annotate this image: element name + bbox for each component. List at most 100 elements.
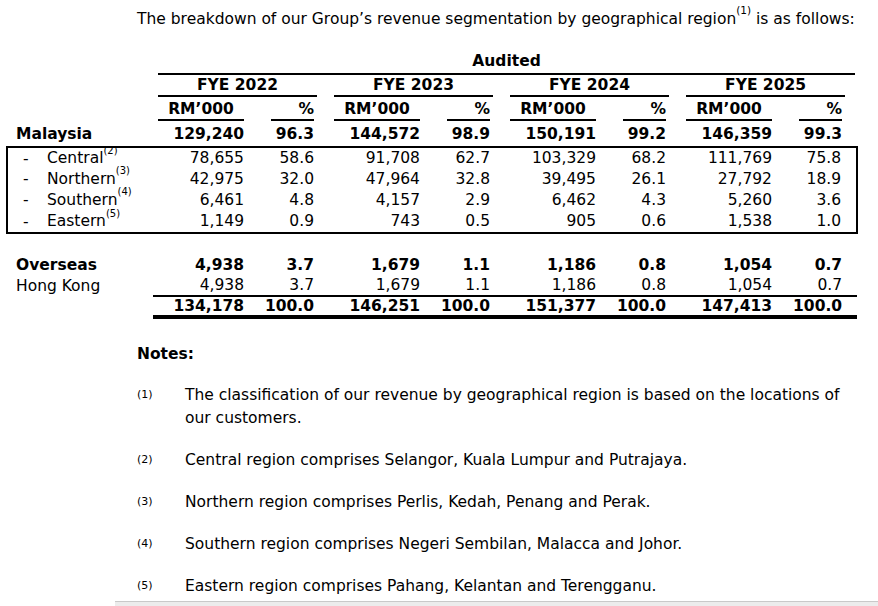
notes-list: (1) The classification of our revenue by… xyxy=(137,384,861,606)
note-item: (5) Eastern region comprises Pahang, Kel… xyxy=(137,575,861,598)
cell: 1,679 xyxy=(329,254,435,275)
cell: 100.0 xyxy=(787,296,857,317)
cell: 129,240 xyxy=(153,121,259,147)
cell: 151,377 xyxy=(505,296,611,317)
table-row-total: 134,178 100.0 146,251 100.0 151,377 100.… xyxy=(7,296,857,317)
note-item: (3) Northern region comprises Perlis, Ke… xyxy=(137,491,861,514)
cell: 58.6 xyxy=(259,147,329,168)
table-row-hong-kong: Hong Kong 4,938 3.7 1,679 1.1 1,186 0.8 … xyxy=(7,275,857,296)
table-row-southern: -Southern(4) 6,461 4.8 4,157 2.9 6,462 4… xyxy=(7,189,857,210)
footnote-ref: (5) xyxy=(106,208,120,219)
cell: 1,538 xyxy=(681,210,787,233)
cell: 103,329 xyxy=(505,147,611,168)
cell: 0.6 xyxy=(611,210,681,233)
cell: 26.1 xyxy=(611,168,681,189)
region-name: Northern xyxy=(47,170,116,188)
column-header-row: RM’000 % RM’000 % RM’000 % RM’000 % xyxy=(7,97,857,121)
note-text: Eastern region comprises Pahang, Kelanta… xyxy=(185,575,861,598)
table-row-overseas: Overseas 4,938 3.7 1,679 1.1 1,186 0.8 1… xyxy=(7,254,857,275)
table-row-central: -Central(2) 78,655 58.6 91,708 62.7 103,… xyxy=(7,147,857,168)
cell: 42,975 xyxy=(153,168,259,189)
note-text: Central region comprises Selangor, Kuala… xyxy=(185,449,861,472)
note-item: (2) Central region comprises Selangor, K… xyxy=(137,449,861,472)
note-marker: (5) xyxy=(137,574,185,597)
cell: 4,938 xyxy=(153,254,259,275)
cell: 98.9 xyxy=(435,121,505,147)
cell: 905 xyxy=(505,210,611,233)
cell: 5,260 xyxy=(681,189,787,210)
note-text: Northern region comprises Perlis, Kedah,… xyxy=(185,491,861,514)
pct-header: % xyxy=(623,100,666,121)
dash: - xyxy=(23,191,47,209)
note-marker: (4) xyxy=(137,532,185,555)
cell: 1,054 xyxy=(681,275,787,296)
row-label: -Eastern(5) xyxy=(7,210,153,233)
audited-header: Audited xyxy=(158,52,855,75)
cell: 0.9 xyxy=(259,210,329,233)
footnote-ref: (2) xyxy=(103,145,117,156)
note-text: Southern region comprises Negeri Sembila… xyxy=(185,533,861,556)
cell: 144,572 xyxy=(329,121,435,147)
rm-header: RM’000 xyxy=(510,100,596,121)
cell: 47,964 xyxy=(329,168,435,189)
year-header: FYE 2024 xyxy=(510,76,669,97)
cell: 100.0 xyxy=(259,296,329,317)
cell: 32.8 xyxy=(435,168,505,189)
table-row-eastern: -Eastern(5) 1,149 0.9 743 0.5 905 0.6 1,… xyxy=(7,210,857,233)
audited-header-row: Audited xyxy=(7,50,857,75)
row-label: Malaysia xyxy=(7,121,153,147)
cell: 100.0 xyxy=(435,296,505,317)
cell: 0.5 xyxy=(435,210,505,233)
rm-header: RM’000 xyxy=(158,100,244,121)
cell: 0.8 xyxy=(611,275,681,296)
cell: 1,186 xyxy=(505,275,611,296)
pct-header: % xyxy=(271,100,314,121)
cell: 150,191 xyxy=(505,121,611,147)
cell: 743 xyxy=(329,210,435,233)
note-marker: (1) xyxy=(137,383,185,429)
cell: 62.7 xyxy=(435,147,505,168)
intro-footnote-ref: (1) xyxy=(736,4,751,16)
cell: 100.0 xyxy=(611,296,681,317)
intro-text-tail: is as follows: xyxy=(751,10,855,28)
cell: 134,178 xyxy=(153,296,259,317)
note-item: (4) Southern region comprises Negeri Sem… xyxy=(137,533,861,556)
table-row-malaysia: Malaysia 129,240 96.3 144,572 98.9 150,1… xyxy=(7,121,857,147)
cell: 27,792 xyxy=(681,168,787,189)
cell: 96.3 xyxy=(259,121,329,147)
table-row-northern: -Northern(3) 42,975 32.0 47,964 32.8 39,… xyxy=(7,168,857,189)
rm-header: RM’000 xyxy=(686,100,772,121)
pct-header: % xyxy=(447,100,490,121)
cell: 99.3 xyxy=(787,121,857,147)
notes-heading: Notes: xyxy=(137,345,194,363)
cell: 6,461 xyxy=(153,189,259,210)
cell: 4.3 xyxy=(611,189,681,210)
cell: 3.6 xyxy=(787,189,857,210)
footnote-ref: (3) xyxy=(116,165,130,176)
cell: 0.7 xyxy=(787,275,857,296)
cell: 78,655 xyxy=(153,147,259,168)
cell: 75.8 xyxy=(787,147,857,168)
cell: 1,054 xyxy=(681,254,787,275)
document-page: The breakdown of our Group’s revenue seg… xyxy=(0,0,878,606)
cell: 18.9 xyxy=(787,168,857,189)
intro-text: The breakdown of our Group’s revenue seg… xyxy=(137,8,855,28)
cell: 146,251 xyxy=(329,296,435,317)
dash: - xyxy=(23,150,47,168)
row-label: Overseas xyxy=(7,254,153,275)
cell: 1,186 xyxy=(505,254,611,275)
cell: 39,495 xyxy=(505,168,611,189)
cell: 146,359 xyxy=(681,121,787,147)
note-text: The classification of our revenue by geo… xyxy=(185,384,861,430)
cell: 0.8 xyxy=(611,254,681,275)
year-header: FYE 2025 xyxy=(686,76,845,97)
footnote-ref: (4) xyxy=(118,186,132,197)
intro-text-main: The breakdown of our Group’s revenue seg… xyxy=(137,10,736,28)
row-label: Hong Kong xyxy=(7,275,153,296)
spacer-row xyxy=(7,233,857,254)
cell: 4,938 xyxy=(153,275,259,296)
year-header-row: FYE 2022 FYE 2023 FYE 2024 FYE 2025 xyxy=(7,75,857,97)
cell: 68.2 xyxy=(611,147,681,168)
region-name: Southern xyxy=(47,191,118,209)
cell: 32.0 xyxy=(259,168,329,189)
